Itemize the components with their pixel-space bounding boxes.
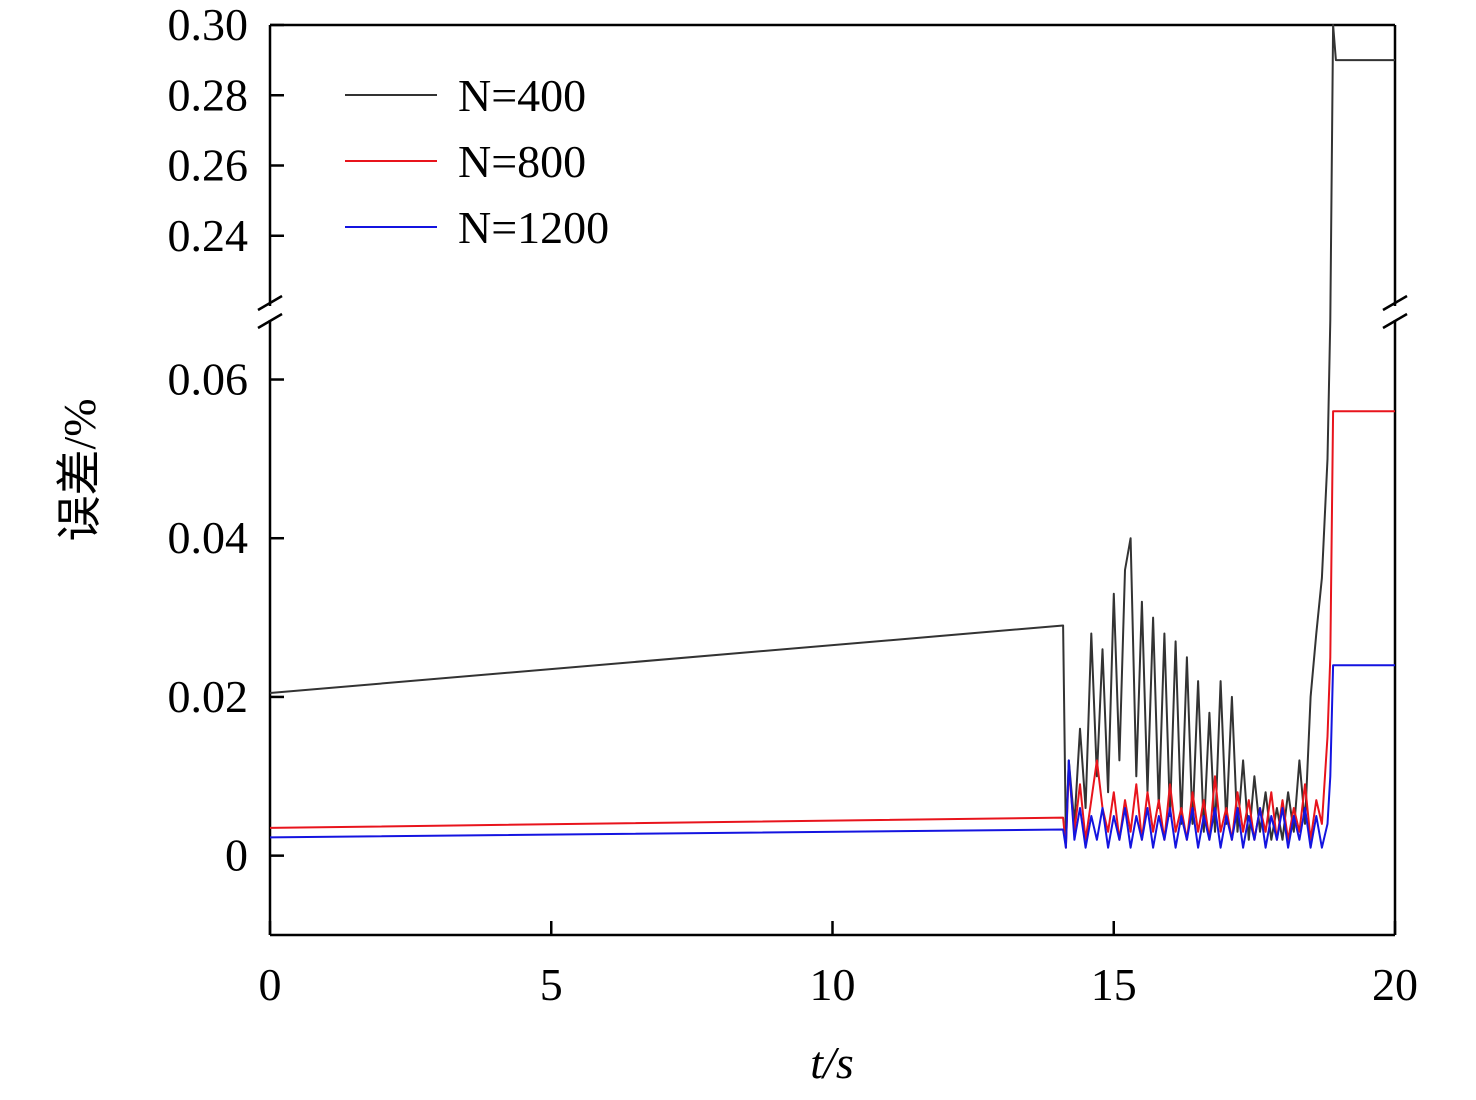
legend-label: N=1200 bbox=[458, 202, 609, 253]
x-tick-label: 20 bbox=[1372, 959, 1418, 1010]
y-tick-label: 0.26 bbox=[168, 140, 249, 191]
series-line bbox=[269, 664, 1395, 849]
x-axis-label: t/s bbox=[810, 1037, 853, 1088]
y-tick-label: 0.06 bbox=[168, 354, 249, 405]
y-tick-label: 0 bbox=[225, 830, 248, 881]
frame bbox=[268, 23, 1397, 937]
series-line bbox=[269, 410, 1395, 849]
series-line bbox=[269, 24, 1395, 841]
axis-break bbox=[257, 294, 1408, 330]
x-tick-label: 5 bbox=[540, 959, 563, 1010]
y-tick-label: 0.04 bbox=[168, 512, 249, 563]
y-axis-label: 误差/% bbox=[54, 398, 105, 541]
y-tick-label: 0.28 bbox=[168, 69, 249, 120]
y-tick-label: 0.24 bbox=[168, 210, 249, 261]
y-tick-label: 0.30 bbox=[168, 0, 249, 50]
y-tick-label: 0.02 bbox=[168, 671, 249, 722]
x-tick-label: 10 bbox=[810, 959, 856, 1010]
legend-label: N=400 bbox=[458, 70, 586, 121]
x-tick-label: 15 bbox=[1091, 959, 1137, 1010]
legend-label: N=800 bbox=[458, 136, 586, 187]
x-tick-label: 0 bbox=[259, 959, 282, 1010]
